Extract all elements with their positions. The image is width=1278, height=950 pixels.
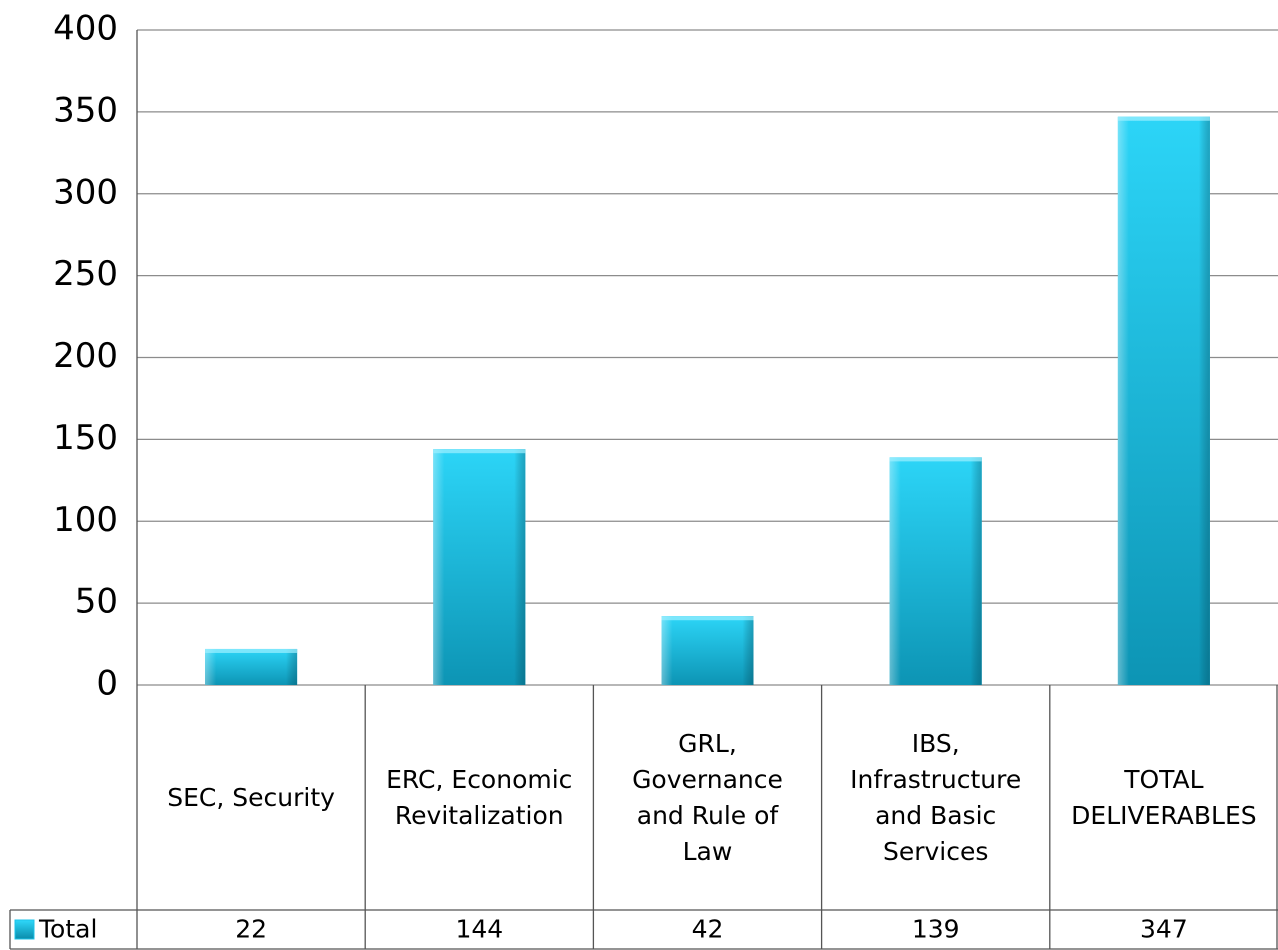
- y-tick-label: 50: [75, 582, 118, 622]
- bar-shade: [661, 616, 754, 685]
- bar-shade: [433, 449, 526, 685]
- y-tick-label: 300: [53, 172, 118, 212]
- x-tick-label: IBS, Infrastructure and Basic Services: [850, 728, 1022, 866]
- bar: [205, 648, 298, 685]
- legend-swatch: [14, 919, 35, 940]
- x-tick-label: TOTAL DELIVERABLES: [1071, 764, 1257, 830]
- table-value: 22: [235, 915, 267, 944]
- y-tick-label: 350: [53, 90, 118, 130]
- x-tick-label: SEC, Security: [167, 782, 335, 812]
- y-tick-label: 250: [53, 254, 118, 294]
- bar: [889, 457, 982, 685]
- bar-shade: [1117, 116, 1210, 121]
- bar-shade: [205, 648, 298, 653]
- x-tick-label: ERC, Economic Revitalization: [386, 764, 573, 830]
- y-tick-label: 200: [53, 336, 118, 376]
- bar: [433, 449, 526, 685]
- bar: [1117, 116, 1210, 686]
- x-tick-label: GRL, Governance and Rule of Law: [632, 728, 783, 866]
- bar-shade: [889, 457, 982, 685]
- legend-label: Total: [38, 915, 97, 944]
- y-tick-label: 0: [96, 664, 118, 704]
- bar-shade: [661, 616, 754, 621]
- y-tick-label: 150: [53, 418, 118, 458]
- table-value: 139: [912, 915, 960, 944]
- bar: [661, 616, 754, 685]
- bar-shade: [1117, 116, 1210, 686]
- table-value: 42: [692, 915, 724, 944]
- table-value: 347: [1140, 915, 1188, 944]
- bar-shade: [433, 449, 526, 454]
- y-tick-label: 400: [53, 9, 118, 49]
- y-tick-label: 100: [53, 500, 118, 540]
- table-value: 144: [455, 915, 503, 944]
- bar-shade: [205, 648, 298, 685]
- bar-shade: [889, 457, 982, 462]
